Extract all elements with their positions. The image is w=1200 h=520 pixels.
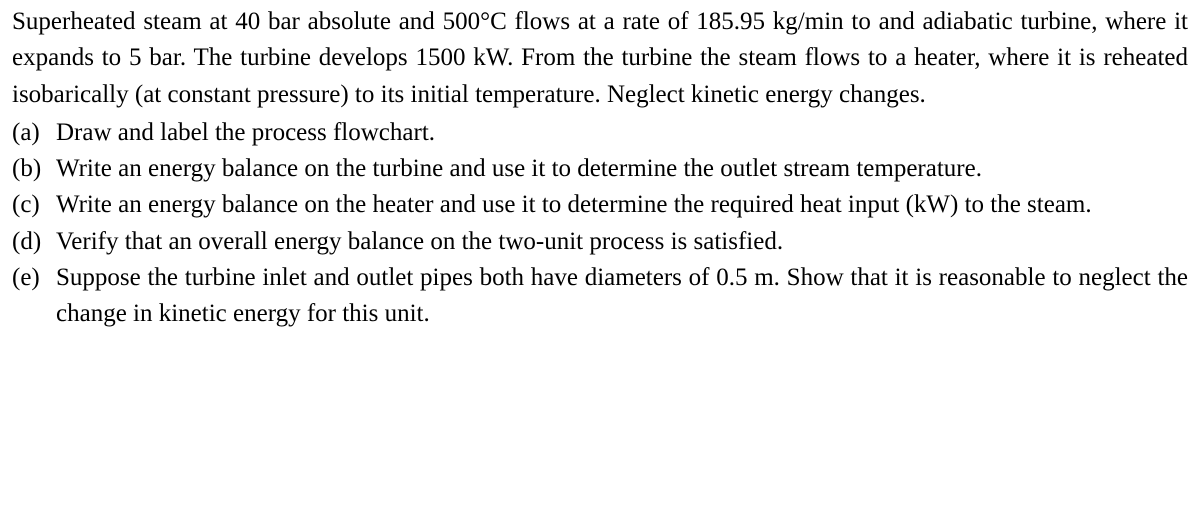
part-d: (d) Verify that an overall energy balanc…	[12, 224, 1188, 260]
intro-paragraph: Superheated steam at 40 bar absolute and…	[12, 4, 1188, 113]
part-d-text: Verify that an overall energy balance on…	[56, 224, 1188, 260]
part-a-marker: (a)	[12, 115, 56, 151]
part-e: (e) Suppose the turbine inlet and outlet…	[12, 260, 1188, 333]
part-c-text: Write an energy balance on the heater an…	[56, 187, 1188, 223]
part-e-text: Suppose the turbine inlet and outlet pip…	[56, 260, 1188, 333]
parts-list: (a) Draw and label the process flowchart…	[12, 115, 1188, 333]
part-c: (c) Write an energy balance on the heate…	[12, 187, 1188, 223]
part-d-marker: (d)	[12, 224, 56, 260]
part-c-marker: (c)	[12, 187, 56, 223]
part-b: (b) Write an energy balance on the turbi…	[12, 151, 1188, 187]
part-a: (a) Draw and label the process flowchart…	[12, 115, 1188, 151]
part-b-text: Write an energy balance on the turbine a…	[56, 151, 1188, 187]
part-e-marker: (e)	[12, 260, 56, 333]
part-a-text: Draw and label the process flowchart.	[56, 115, 1188, 151]
problem-statement: Superheated steam at 40 bar absolute and…	[0, 0, 1200, 332]
part-b-marker: (b)	[12, 151, 56, 187]
